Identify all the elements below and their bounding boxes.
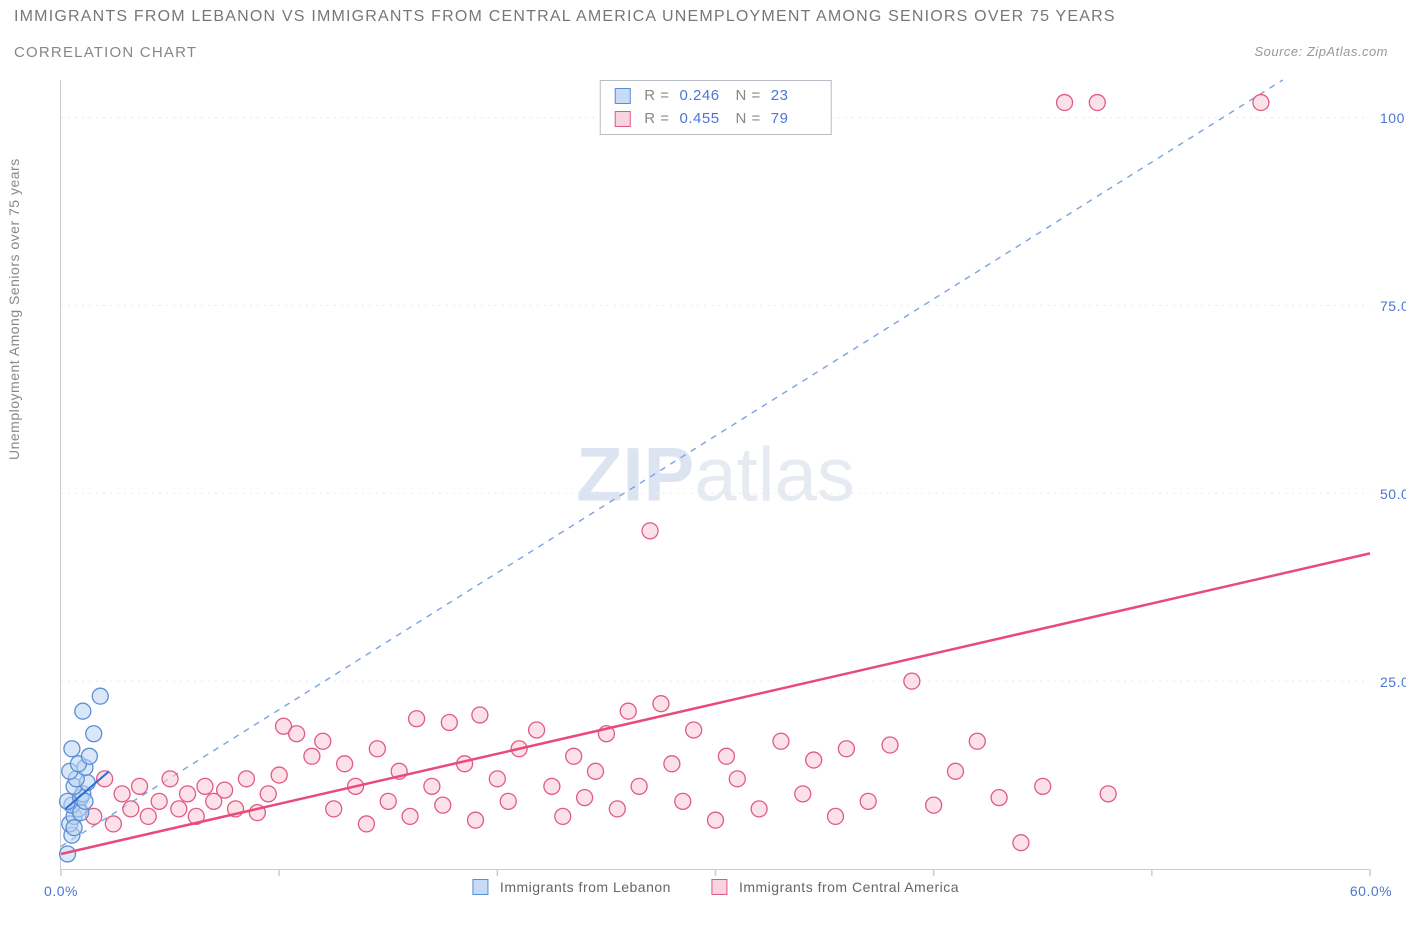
y-tick-label: 25.0% bbox=[1380, 674, 1406, 690]
stat-r-label: R = bbox=[644, 85, 669, 108]
y-tick-label: 50.0% bbox=[1380, 486, 1406, 502]
x-tick-label: 0.0% bbox=[44, 883, 78, 899]
chart-subtitle: CORRELATION CHART bbox=[14, 44, 197, 61]
stat-r-value: 0.246 bbox=[680, 85, 726, 108]
legend-label: Immigrants from Lebanon bbox=[500, 879, 671, 895]
source-attribution: Source: ZipAtlas.com bbox=[1254, 44, 1388, 59]
legend-swatch bbox=[614, 88, 630, 104]
y-tick-label: 75.0% bbox=[1380, 298, 1406, 314]
stat-r-value: 0.455 bbox=[680, 108, 726, 131]
stats-box: R = 0.246 N = 23 R = 0.455 N = 79 bbox=[599, 80, 832, 135]
legend-label: Immigrants from Central America bbox=[739, 879, 959, 895]
plot-area: ZIPatlas R =0.246N =23R =0.455N =79 Immi… bbox=[60, 80, 1370, 870]
x-tick-label: 60.0% bbox=[1350, 883, 1392, 899]
legend-item: Immigrants from Central America bbox=[711, 879, 959, 895]
stat-r-label: R = bbox=[644, 108, 669, 131]
bottom-legend: Immigrants from Lebanon Immigrants from C… bbox=[472, 879, 959, 895]
chart-svg bbox=[61, 80, 1370, 869]
stat-n-value: 79 bbox=[771, 108, 817, 131]
stat-n-value: 23 bbox=[771, 85, 817, 108]
chart-title: IMMIGRANTS FROM LEBANON VS IMMIGRANTS FR… bbox=[14, 8, 1116, 26]
legend-swatch bbox=[711, 879, 727, 895]
y-axis-label: Unemployment Among Seniors over 75 years bbox=[6, 158, 22, 460]
stat-n-label: N = bbox=[736, 85, 761, 108]
stat-n-label: N = bbox=[736, 108, 761, 131]
legend-item: Immigrants from Lebanon bbox=[472, 879, 671, 895]
stats-row: R = 0.455 N = 79 bbox=[614, 108, 817, 131]
legend-swatch bbox=[472, 879, 488, 895]
stats-row: R = 0.246 N = 23 bbox=[614, 85, 817, 108]
legend-swatch bbox=[614, 111, 630, 127]
y-tick-label: 100.0% bbox=[1380, 110, 1406, 126]
